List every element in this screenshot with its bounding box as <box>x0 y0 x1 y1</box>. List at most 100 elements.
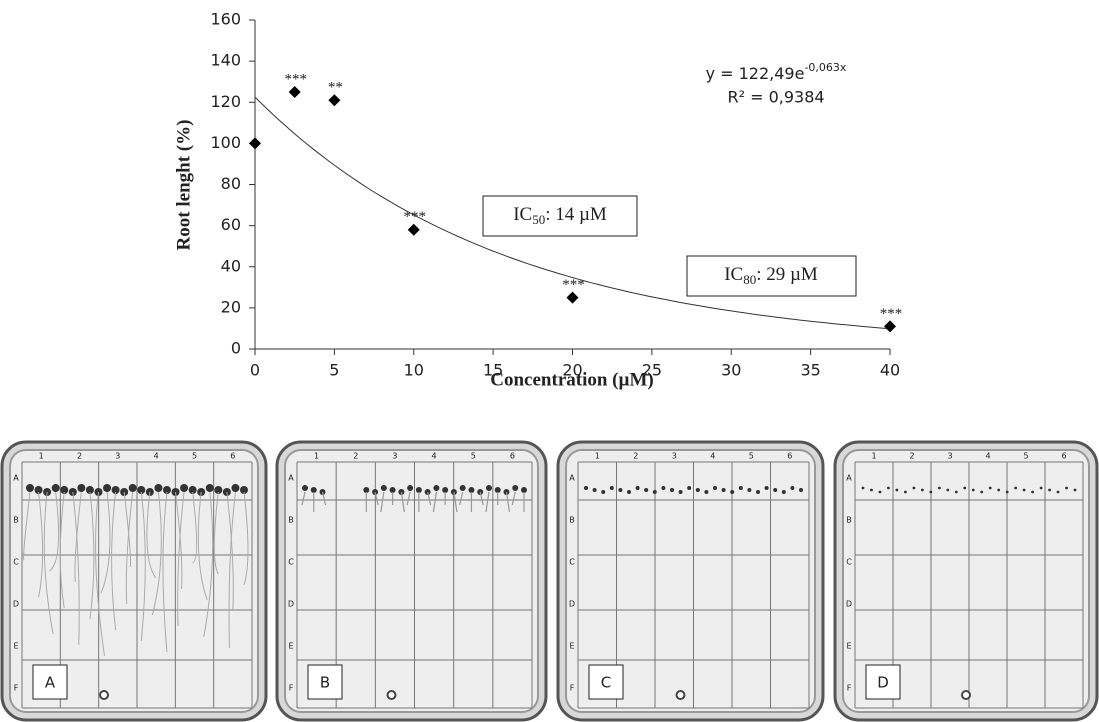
seedling <box>1073 488 1077 492</box>
grid-column-label: 5 <box>471 452 476 461</box>
seedling <box>781 490 786 494</box>
grid-row-label: A <box>569 474 575 483</box>
seedling <box>494 487 501 493</box>
plate-label-box <box>588 664 624 700</box>
root <box>59 491 65 609</box>
significance: *** <box>562 277 585 293</box>
seedling <box>980 490 984 494</box>
seedling <box>85 486 94 494</box>
significance: ** <box>328 80 343 96</box>
grid-column-label: 3 <box>947 452 952 461</box>
seedling <box>433 485 440 491</box>
x-axis-label: Concentration (µM) <box>490 369 653 390</box>
trend-equation: y = 122,49e-0,063x <box>706 61 847 83</box>
seedling <box>627 490 631 494</box>
seedling <box>1048 488 1051 492</box>
root <box>213 491 219 575</box>
grid-column-label: 2 <box>77 452 82 461</box>
plate-mark <box>961 690 971 700</box>
point <box>328 94 341 107</box>
grid-column-label: 1 <box>595 452 600 461</box>
point <box>566 291 579 304</box>
point <box>288 85 301 98</box>
grid-row-label: F <box>289 684 294 693</box>
x-tick-label: 15 <box>483 361 503 380</box>
grid-row-label: C <box>569 558 575 567</box>
grid-column-label: 2 <box>353 452 358 461</box>
plate-label: B <box>320 674 330 692</box>
grid-column-label: 6 <box>230 452 235 461</box>
grid-row-label: B <box>569 516 575 525</box>
grid-row-label: C <box>846 558 852 567</box>
x-tick-label: 10 <box>404 361 424 380</box>
plate: 1 2 3 4 5 6 A B C D E F D <box>833 440 1099 722</box>
seedling <box>459 485 466 491</box>
root <box>459 491 464 506</box>
significance: *** <box>880 306 903 322</box>
root <box>479 491 484 506</box>
x-tick-label: 0 <box>250 361 260 380</box>
seedling <box>870 488 873 492</box>
seedling <box>1065 486 1068 490</box>
grid-column-label: 2 <box>633 452 638 461</box>
root <box>49 491 60 572</box>
grid-row-label: A <box>846 474 852 483</box>
grid-row-label: E <box>288 642 293 651</box>
seedling <box>895 488 899 492</box>
root <box>432 491 437 513</box>
seedling <box>1039 486 1043 490</box>
seedling <box>1031 490 1034 494</box>
grid-row-label: E <box>13 642 18 651</box>
grid-column-label: 6 <box>787 452 792 461</box>
seedling <box>704 490 709 494</box>
grid-row-label: F <box>570 684 575 693</box>
root <box>427 491 432 506</box>
root <box>511 491 516 506</box>
seedling <box>678 490 683 494</box>
seedling <box>592 488 597 492</box>
plate-mark <box>675 690 686 700</box>
seedling <box>389 487 396 493</box>
y-axis-label: Root lenght (%) <box>173 120 194 251</box>
grid-row-label: F <box>14 684 19 693</box>
plate-inner <box>565 449 816 713</box>
seedling <box>635 486 640 490</box>
root <box>151 491 162 616</box>
seedling <box>310 487 317 493</box>
seedling <box>670 488 674 492</box>
root <box>228 491 236 649</box>
grid-column-label: 6 <box>1061 452 1066 461</box>
trend-r2: R² = 0,9384 <box>727 88 824 107</box>
grid-row-label: D <box>13 600 19 609</box>
x-tick-label: 30 <box>721 361 741 380</box>
plate-label-box <box>307 664 343 700</box>
seedling <box>468 487 475 493</box>
seedling <box>721 488 726 492</box>
root <box>453 491 458 513</box>
root <box>203 491 214 638</box>
plate-inner <box>842 449 1090 713</box>
ic80-box <box>686 255 857 297</box>
root <box>43 491 54 635</box>
seedling <box>790 486 795 490</box>
point <box>407 223 420 236</box>
y-tick-label: 100 <box>210 133 241 152</box>
grid-row-label: C <box>13 558 19 567</box>
plate-label-box <box>865 664 901 700</box>
seedling <box>929 490 933 494</box>
root <box>72 491 80 646</box>
seedling <box>214 486 223 494</box>
seedling <box>661 486 666 490</box>
grid-column-label: 5 <box>1023 452 1028 461</box>
grid-column-label: 5 <box>749 452 754 461</box>
seedling <box>764 486 769 490</box>
grid-column-label: 4 <box>432 452 437 461</box>
seedling <box>730 490 735 494</box>
plate-label-box <box>32 664 68 700</box>
grid-row-label: D <box>846 600 852 609</box>
seedling <box>971 488 975 492</box>
root <box>125 491 134 605</box>
seedling <box>937 486 941 490</box>
seedling <box>512 485 519 491</box>
